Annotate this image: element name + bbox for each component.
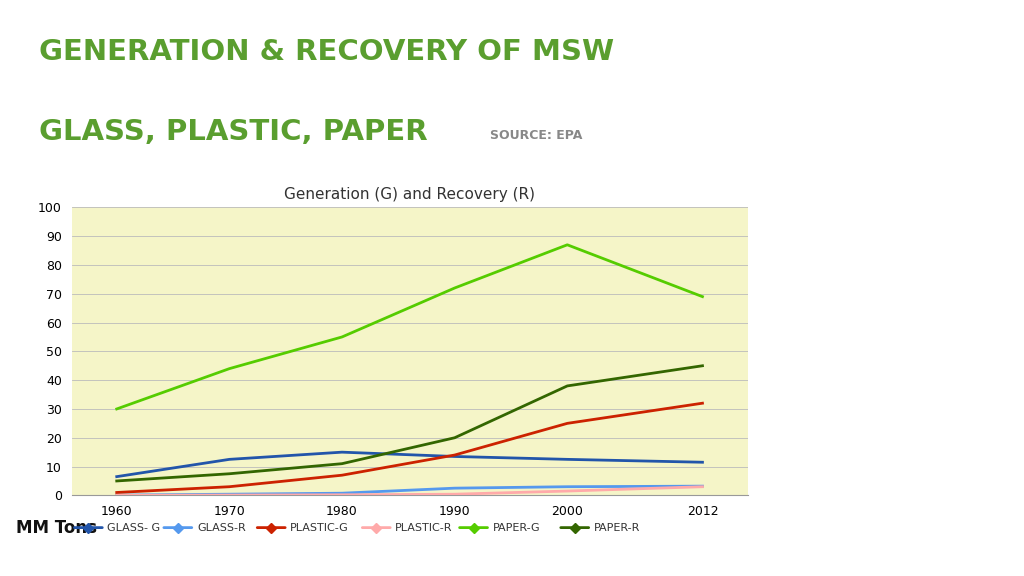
Text: PLASTIC-G: PLASTIC-G (290, 522, 349, 533)
Text: GLASS-R: GLASS-R (197, 522, 246, 533)
Text: MM Tons: MM Tons (15, 518, 96, 537)
Text: PAPER-G: PAPER-G (493, 522, 541, 533)
Title: Generation (G) and Recovery (R): Generation (G) and Recovery (R) (284, 187, 536, 202)
Text: GLASS- G: GLASS- G (108, 522, 161, 533)
Text: SOURCE: EPA: SOURCE: EPA (490, 129, 583, 142)
Text: PAPER-R: PAPER-R (594, 522, 640, 533)
Text: GLASS, PLASTIC, PAPER: GLASS, PLASTIC, PAPER (39, 118, 428, 146)
Text: GENERATION & RECOVERY OF MSW: GENERATION & RECOVERY OF MSW (39, 38, 614, 66)
Text: PLASTIC-R: PLASTIC-R (395, 522, 453, 533)
